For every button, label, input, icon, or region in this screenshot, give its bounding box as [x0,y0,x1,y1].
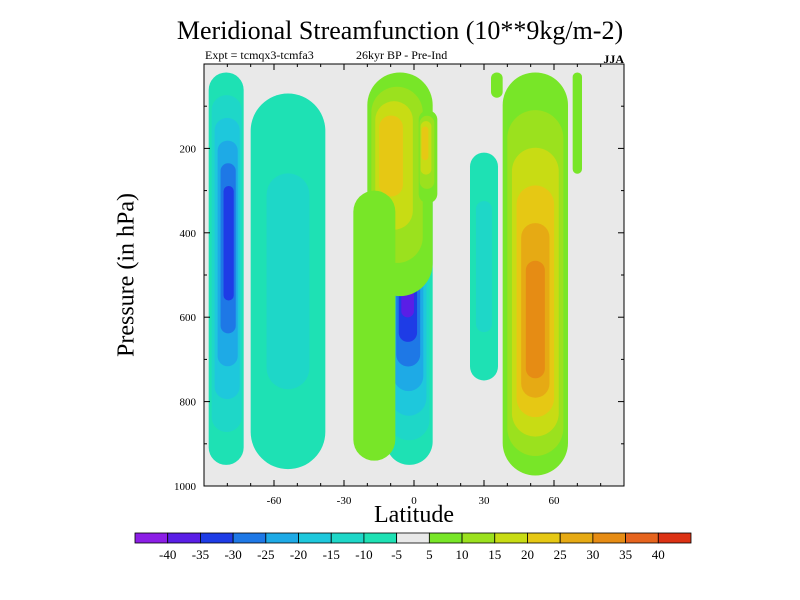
colorbar-swatch [200,532,234,544]
contour-level-20 [421,126,429,161]
colorbar-swatch [625,532,659,544]
y-tick-label: 200 [180,143,197,155]
negative-cell-1 [250,93,326,470]
x-tick-label: 30 [479,495,491,507]
colorbar-label: -30 [224,547,241,562]
colorbar-label: -20 [290,547,307,562]
colorbar-label: 30 [586,547,599,562]
negative-cell-3 [470,152,498,381]
colorbar-label: 5 [426,547,433,562]
colorbar-label: -10 [355,547,372,562]
x-tick-label: -60 [267,495,282,507]
positive-cell-7 [502,72,568,476]
colorbar-label: -15 [323,547,340,562]
colorbar-label: 35 [619,547,632,562]
season-label: JJA [603,52,624,66]
colorbar-label: 25 [554,547,567,562]
y-tick-label: 400 [180,228,197,240]
positive-cell-8 [491,72,503,98]
colorbar-label: 10 [456,547,469,562]
contour-fields [208,72,582,476]
colorbar-swatch [592,532,626,544]
colorbar-swatch [167,532,201,544]
colorbar-swatch [363,532,398,544]
y-tick-label: 800 [180,397,197,409]
colorbar-swatch [330,532,365,544]
contour-level-5 [572,72,582,174]
contour-level-neg30 [223,186,234,301]
contour-level-neg10 [475,201,493,333]
negative-cell-0 [208,72,244,465]
colorbar-label: -40 [159,547,176,562]
colorbar-swatch [265,532,299,544]
colorbar-swatch [396,532,430,544]
x-tick-label: 0 [411,495,417,507]
colorbar-label: 15 [488,547,501,562]
positive-cell-5 [353,190,396,461]
contour-level-5 [491,72,503,98]
positive-cell-6 [418,110,438,204]
x-tick-label: 60 [549,495,561,507]
y-tick-label: 600 [180,312,197,324]
colorbar-swatch [527,532,561,544]
colorbar-swatch [657,532,692,544]
colorbar-label: 40 [652,547,665,562]
contour-level-20 [379,115,403,197]
x-tick-label: -30 [337,495,352,507]
colorbar-swatch [428,532,463,544]
axes: -60 -30 0 30 60 200 400 600 800 1000 [174,64,624,507]
period-label: 26kyr BP - Pre-Ind [356,48,448,62]
positive-cell-9 [572,72,582,174]
colorbar-swatch [494,532,528,544]
colorbar-swatch [134,532,169,544]
colorbar-label: -25 [257,547,274,562]
colorbar-swatch [461,532,496,544]
colorbar-label: -5 [391,547,402,562]
contour-level-30 [525,260,545,379]
colorbar: -40 -35 -30 -25 -20 -15 -10 -5 5 10 15 20 25 30 35 40 [134,532,692,562]
x-axis-label: Latitude [374,502,454,528]
colorbar-swatch [559,532,594,544]
colorbar-label: -35 [192,547,209,562]
colorbar-label: 20 [521,547,534,562]
experiment-label: Expt = tcmqx3-tcmfa3 [205,48,314,62]
y-tick-label: 1000 [174,481,197,493]
colorbar-swatch [232,532,267,544]
contour-level-5 [353,190,396,461]
chart-title: Meridional Streamfunction (10**9kg/m-2) [176,16,624,45]
contour-level-neg10 [266,173,310,390]
colorbar-swatch [298,532,332,544]
